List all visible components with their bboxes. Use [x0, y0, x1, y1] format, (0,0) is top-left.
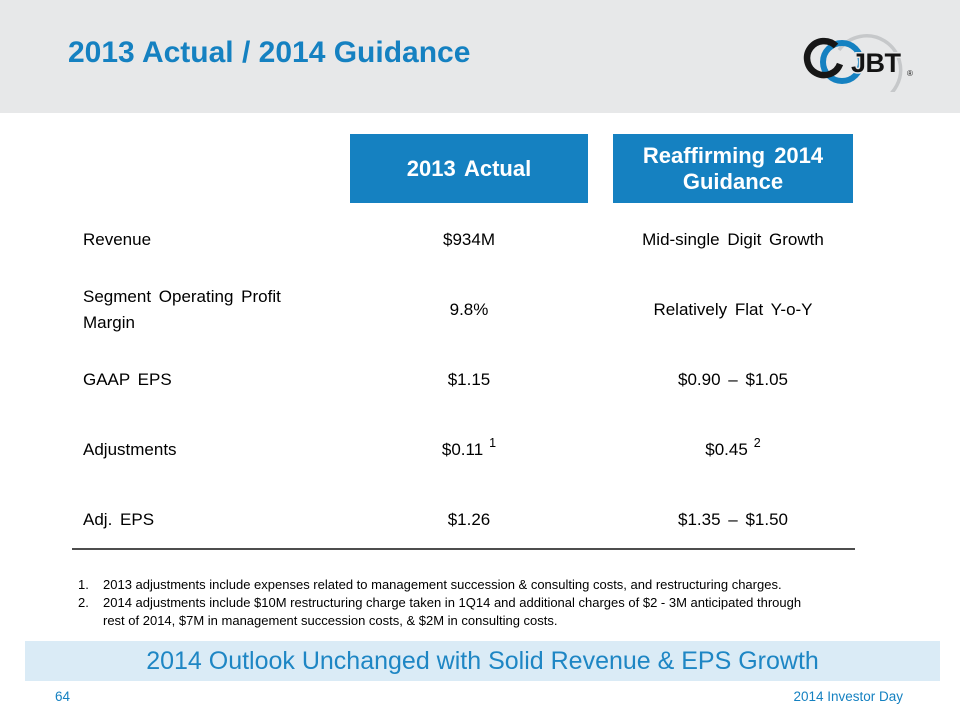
- column-header-2013-actual: 2013 Actual: [350, 134, 588, 203]
- adj-eps-guidance-value: $1.35 – $1.50: [678, 510, 788, 529]
- summary-banner: 2014 Outlook Unchanged with Solid Revenu…: [25, 641, 940, 681]
- row-label-revenue: Revenue: [83, 230, 152, 249]
- gaap-eps-guidance-value: $0.90 – $1.05: [678, 370, 788, 389]
- footnote-ref-1: 1: [489, 436, 497, 450]
- column-header-2014-guidance: Reaffirming 2014 Guidance: [613, 134, 853, 203]
- adj-eps-actual-value: $1.26: [447, 510, 491, 529]
- row-label-adj-eps: Adj. EPS: [83, 510, 155, 529]
- adjustments-guidance-value: $0.45 2: [613, 436, 853, 462]
- footnote-2-number: 2.: [78, 595, 89, 610]
- header-band: [0, 0, 960, 113]
- margin-actual-value: 9.8%: [449, 300, 489, 319]
- page-title: 2013 Actual / 2014 Guidance: [68, 36, 471, 69]
- row-label-adjustments: Adjustments: [83, 440, 177, 459]
- footnotes: 1. 2013 adjustments include expenses rel…: [78, 576, 818, 630]
- footnote-2: 2. 2014 adjustments include $10M restruc…: [78, 594, 818, 630]
- adjustments-actual-amount: $0.11: [441, 440, 484, 459]
- footnote-1-number: 1.: [78, 577, 89, 592]
- jbt-logo: JBT ®: [795, 12, 915, 106]
- revenue-guidance-value: Mid-single Digit Growth: [642, 230, 824, 249]
- footer-event-name: 2014 Investor Day: [793, 689, 903, 704]
- footnote-ref-2: 2: [753, 436, 761, 450]
- footnote-1-text: 2013 adjustments include expenses relate…: [103, 577, 782, 592]
- registered-mark: ®: [907, 69, 913, 78]
- row-label-gaap-eps: GAAP EPS: [83, 370, 172, 389]
- margin-guidance-value: Relatively Flat Y-o-Y: [653, 300, 813, 319]
- adjustments-actual-value: $0.11 1: [350, 436, 588, 462]
- page-number: 64: [55, 689, 71, 704]
- jbt-logo-icon: JBT ®: [803, 34, 913, 106]
- footnote-divider: [72, 548, 855, 550]
- footnote-2-text: 2014 adjustments include $10M restructur…: [103, 595, 802, 628]
- row-label-segment-operating-profit-margin: Segment Operating Profit Margin: [83, 287, 281, 332]
- footnote-1: 1. 2013 adjustments include expenses rel…: [78, 576, 818, 594]
- adjustments-guidance-amount: $0.45: [705, 440, 748, 459]
- gaap-eps-actual-value: $1.15: [447, 370, 491, 389]
- jbt-logo-text: JBT: [851, 48, 902, 78]
- revenue-actual-value: $934M: [443, 230, 495, 249]
